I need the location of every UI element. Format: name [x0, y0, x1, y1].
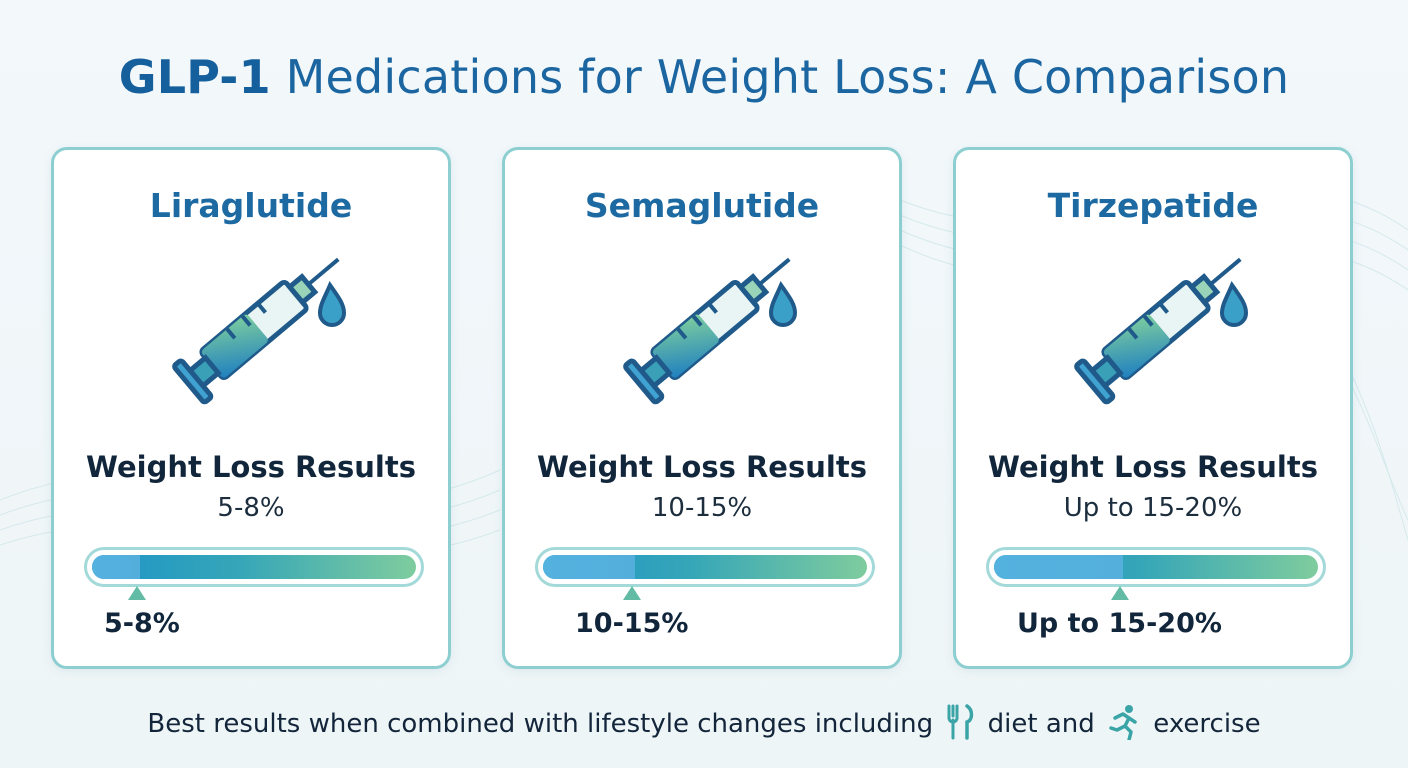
- range-bar-label: 10-15%: [575, 608, 689, 639]
- range-bar: [535, 547, 875, 587]
- card-tirzepatide: Tirzepatide Weight Loss Results Up to 15…: [953, 147, 1353, 669]
- range-bar-label: 5-8%: [104, 608, 180, 639]
- weight-loss-heading: Weight Loss Results: [537, 450, 867, 484]
- droplet-icon: [317, 280, 347, 327]
- range-bar-label: Up to 15-20%: [1017, 608, 1222, 639]
- syringe-icon: [172, 257, 347, 405]
- weight-loss-heading: Weight Loss Results: [988, 450, 1318, 484]
- range-marker: [1111, 586, 1129, 600]
- running-person-icon: [1109, 705, 1137, 740]
- range-marker: [623, 586, 641, 600]
- range-bar-fill: [994, 555, 1123, 579]
- syringe-icon: [1074, 257, 1249, 405]
- range-bar: [986, 547, 1326, 587]
- card-liraglutide: Liraglutide Weight Loss Results 5-8% 5-8…: [51, 147, 451, 669]
- drug-name: Tirzepatide: [1047, 186, 1259, 225]
- drug-name: Semaglutide: [584, 186, 820, 225]
- range-bar-fill: [543, 555, 635, 579]
- fork-knife-icon: [947, 704, 974, 740]
- droplet-icon: [1219, 280, 1249, 327]
- range-bar-fill: [92, 555, 140, 579]
- weight-loss-value: 10-15%: [651, 493, 753, 523]
- range-bar: [84, 547, 424, 587]
- syringe-icon: [623, 257, 798, 405]
- weight-loss-value: 5-8%: [217, 493, 285, 523]
- droplet-icon: [768, 280, 798, 327]
- card-semaglutide: Semaglutide Weight Loss Results 10-15% 1…: [502, 147, 902, 669]
- weight-loss-value: Up to 15-20%: [1063, 493, 1243, 523]
- weight-loss-heading: Weight Loss Results: [86, 450, 416, 484]
- drug-name: Liraglutide: [149, 186, 353, 225]
- range-marker: [128, 586, 146, 600]
- page-title: GLP-1 Medications for Weight Loss: A Com…: [118, 50, 1290, 104]
- footer-note: Best results when combined with lifestyl…: [0, 704, 1408, 740]
